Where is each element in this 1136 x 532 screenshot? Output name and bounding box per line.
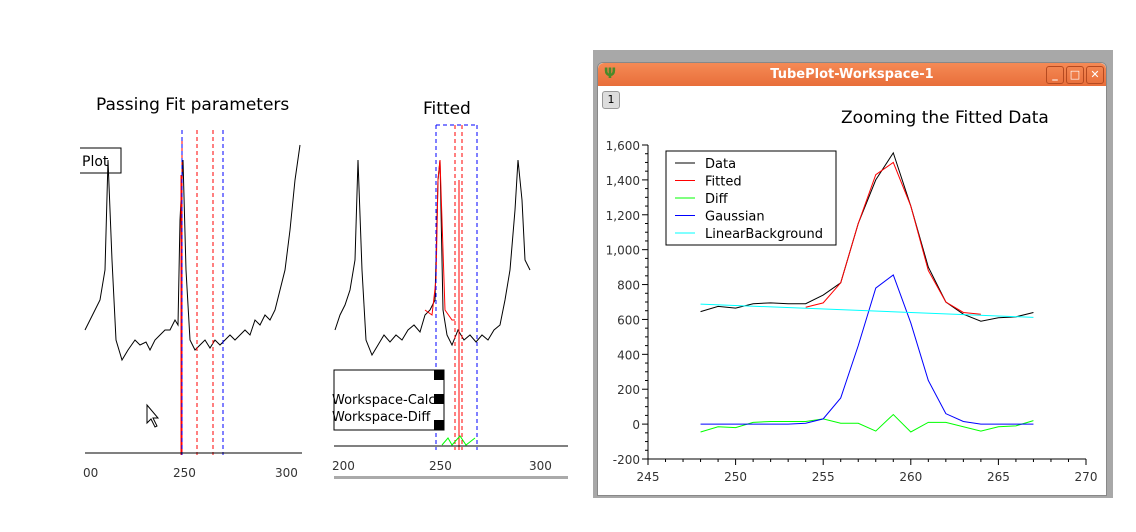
series-line-diff <box>700 413 1034 433</box>
series-line-gaussian <box>700 274 1034 425</box>
chart-title: Zooming the Fitted Data <box>841 108 1049 128</box>
maximize-button[interactable]: □ <box>1066 66 1084 84</box>
left-legend-text: Plot <box>82 154 109 170</box>
middle-legend-item: Workspace-Calc <box>332 393 436 408</box>
legend-label: Data <box>705 157 736 172</box>
y-tick-label: 1,400 <box>606 174 640 188</box>
legend-label: Gaussian <box>705 210 765 225</box>
background-plots: Plot 00 250 300 Workspace-Calc Workspace… <box>80 124 568 480</box>
close-button[interactable]: ✕ <box>1086 66 1104 84</box>
middle-data-line <box>334 159 531 357</box>
middle-plot[interactable]: Workspace-Calc Workspace-Diff 200 250 30… <box>332 124 568 479</box>
middle-x-tick: 200 <box>332 459 355 473</box>
middle-legend-item: Workspace-Diff <box>332 410 431 425</box>
middle-fitted-line <box>424 159 455 321</box>
middle-scrollbar[interactable] <box>334 476 568 479</box>
window-titlebar[interactable]: Ψ TubePlot-Workspace-1 _ □ ✕ <box>598 63 1106 86</box>
y-tick-label: 1,000 <box>606 244 640 258</box>
y-tick-label: -200 <box>613 453 640 467</box>
y-tick-label: 1,600 <box>606 139 640 153</box>
legend-label: LinearBackground <box>705 227 823 242</box>
x-tick-label: 270 <box>1075 470 1098 484</box>
mouse-cursor-icon <box>146 403 160 428</box>
left-panel-title: Passing Fit parameters <box>96 95 290 115</box>
middle-x-tick: 250 <box>429 459 452 473</box>
left-x-tick: 300 <box>275 466 298 480</box>
middle-panel-title: Fitted <box>423 99 471 119</box>
window-title: TubePlot-Workspace-1 <box>770 67 934 82</box>
plot-window[interactable]: Ψ TubePlot-Workspace-1 _ □ ✕ 1 Zooming t… <box>593 50 1113 498</box>
y-tick-label: 600 <box>617 313 640 327</box>
left-plot[interactable]: Plot 00 250 300 <box>80 130 302 480</box>
series-line-data <box>700 151 1034 322</box>
y-tick-label: 200 <box>617 383 640 397</box>
middle-diff-line <box>441 435 476 446</box>
x-tick-label: 245 <box>637 470 660 484</box>
x-tick-label: 255 <box>812 470 835 484</box>
y-tick-label: 800 <box>617 279 640 293</box>
left-data-line <box>84 144 301 362</box>
y-tick-label: 1,200 <box>606 209 640 223</box>
y-tick-label: 400 <box>617 348 640 362</box>
left-legend-box <box>80 147 122 174</box>
legend-label: Fitted <box>705 175 742 190</box>
x-tick-label: 260 <box>899 470 922 484</box>
app-icon: Ψ <box>604 66 616 82</box>
minimize-button[interactable]: _ <box>1046 66 1064 84</box>
legend-label: Diff <box>705 192 729 207</box>
y-tick-label: 0 <box>632 418 640 432</box>
middle-x-tick: 300 <box>529 459 552 473</box>
layer-tab[interactable]: 1 <box>602 91 620 109</box>
left-x-tick: 250 <box>173 466 196 480</box>
zoom-chart[interactable]: Zooming the Fitted Data -200 0 200 400 600 800… <box>594 51 1114 499</box>
series-line-linearbackground <box>700 303 1034 318</box>
middle-legend-box[interactable] <box>333 369 445 431</box>
x-tick-label: 250 <box>724 470 747 484</box>
left-x-tick: 00 <box>83 466 98 480</box>
x-tick-label: 265 <box>987 470 1010 484</box>
series-line-fitted <box>805 161 981 315</box>
